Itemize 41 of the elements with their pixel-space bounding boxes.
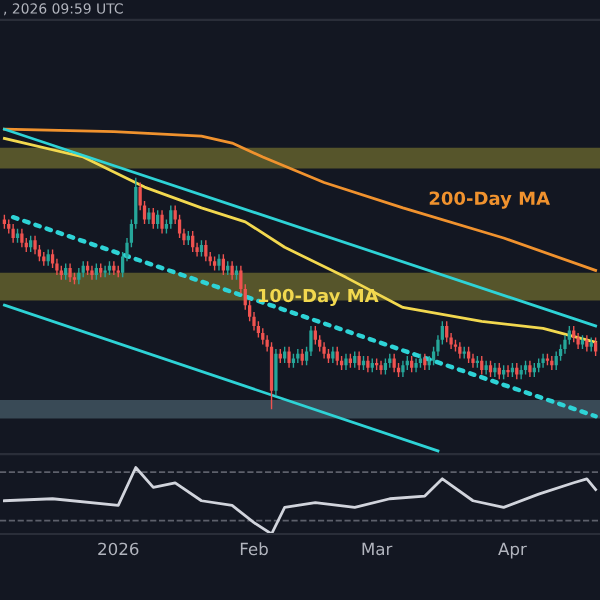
candlestick: [160, 209, 164, 235]
x-tick-label: Feb: [240, 542, 268, 556]
candlestick: [519, 364, 523, 380]
candlestick: [269, 341, 274, 411]
candlestick: [204, 239, 208, 262]
candlestick: [541, 353, 545, 369]
candlestick: [169, 204, 173, 230]
candlestick: [103, 265, 107, 279]
candlestick: [379, 360, 383, 376]
candlestick: [112, 260, 116, 276]
candlestick: [90, 265, 94, 281]
candlestick: [11, 223, 15, 244]
candlestick: [554, 350, 558, 371]
candlestick: [357, 350, 361, 371]
candlestick: [309, 325, 313, 357]
candlestick: [230, 260, 234, 281]
candlestick: [274, 348, 278, 397]
candlestick: [287, 346, 291, 369]
candlestick: [20, 228, 24, 248]
candlestick: [156, 209, 160, 230]
x-tick-label: 2026: [98, 542, 139, 556]
candlestick: [471, 353, 475, 369]
candlestick: [593, 336, 598, 357]
candlestick: [414, 357, 418, 373]
candlestick: [68, 262, 72, 283]
candlestick: [506, 364, 510, 378]
candlestick: [33, 234, 37, 255]
series-label: 200-Day MA: [429, 191, 550, 209]
candlestick: [563, 334, 567, 355]
candlestick: [567, 325, 571, 346]
candlestick: [313, 325, 317, 346]
candlestick: [445, 320, 449, 343]
candlestick: [480, 355, 484, 376]
candlestick: [392, 353, 396, 373]
candlestick: [335, 346, 339, 367]
x-tick-label: Apr: [498, 542, 527, 559]
x-tick-label: Mar: [362, 542, 393, 556]
candlestick: [493, 362, 497, 378]
candlestick: [177, 214, 182, 239]
candlestick: [484, 360, 488, 376]
candlestick: [50, 248, 55, 269]
